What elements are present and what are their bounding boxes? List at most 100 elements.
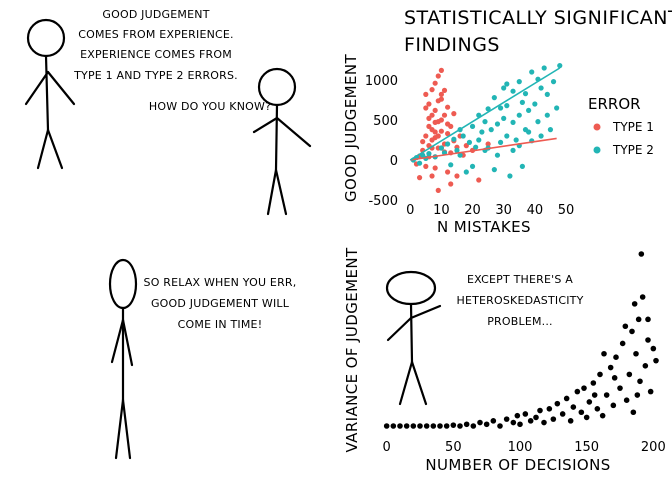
chart1-xtick: 50 bbox=[558, 203, 575, 218]
legend-item-type1: TYPE 1 bbox=[593, 120, 654, 134]
chart1-point-type1 bbox=[429, 173, 435, 179]
legend-label-type1: TYPE 1 bbox=[612, 120, 654, 134]
panel-1 bbox=[24, 18, 312, 216]
panel-2-chart: STATISTICALLY SIGNIFICANT FINDINGS 0 10 20… bbox=[342, 7, 672, 236]
chart1-point-type1 bbox=[429, 127, 435, 133]
chart2-point bbox=[647, 388, 654, 395]
chart1-point-type2 bbox=[507, 173, 513, 179]
heteroskedasticity-line-2: HETEROSKEDASTICITY bbox=[456, 294, 583, 307]
chart1-point-type2 bbox=[544, 91, 550, 97]
chart1-point-type2 bbox=[554, 105, 560, 111]
chart1-fit-line-type2 bbox=[409, 67, 561, 161]
chart1-point-type2 bbox=[494, 121, 501, 127]
chart2-point bbox=[610, 402, 617, 409]
chart1-point-type1 bbox=[445, 131, 451, 137]
chart2-point bbox=[591, 392, 598, 398]
chart2-xtick: 0 bbox=[383, 440, 391, 455]
chart2-point bbox=[635, 316, 642, 323]
chart1-point-type2 bbox=[513, 137, 519, 143]
chart1-point-type1 bbox=[438, 128, 444, 134]
chart1-xtick: 0 bbox=[406, 203, 414, 218]
chart1-point-type2 bbox=[504, 103, 510, 109]
chart1-point-type1 bbox=[429, 112, 435, 118]
chart2-point bbox=[601, 350, 607, 357]
chart2-point bbox=[457, 423, 463, 429]
chart2-point bbox=[397, 423, 403, 429]
chart2-point bbox=[514, 412, 521, 419]
chart1-point-type2 bbox=[522, 91, 529, 97]
chart2-point bbox=[533, 414, 539, 421]
chart1-point-type2 bbox=[529, 69, 535, 75]
chart2-point bbox=[470, 423, 477, 429]
chart1-point-type2 bbox=[473, 144, 479, 150]
chart1-point-type2 bbox=[501, 85, 507, 91]
chart1-ytick: 500 bbox=[373, 114, 398, 129]
chart2-point bbox=[586, 399, 593, 405]
chart2-point bbox=[637, 378, 643, 385]
chart2-point bbox=[567, 418, 574, 424]
chart2-point bbox=[537, 407, 543, 414]
chart1-point-type1 bbox=[416, 175, 423, 181]
chart1-point-type2 bbox=[510, 119, 516, 125]
speaker-line-3: EXPERIENCE COMES FROM bbox=[80, 48, 232, 61]
chart1-point-type1 bbox=[451, 111, 457, 117]
chart1-point-type2 bbox=[476, 137, 482, 143]
panel-3 bbox=[108, 258, 138, 460]
chart2-xtick: 50 bbox=[445, 440, 462, 455]
chart2-point bbox=[430, 423, 437, 429]
chart2-point bbox=[450, 422, 457, 428]
stick-figure-analyst bbox=[385, 270, 442, 406]
chart1-point-type2 bbox=[510, 147, 516, 153]
chart1-point-type2 bbox=[504, 81, 510, 87]
chart2-point bbox=[650, 345, 657, 352]
chart2-point bbox=[554, 400, 561, 407]
chart1-point-type1 bbox=[476, 177, 482, 183]
chart1-point-type1 bbox=[435, 73, 441, 79]
chart2-point bbox=[527, 418, 534, 424]
relax-line-3: COME IN TIME! bbox=[178, 318, 263, 331]
chart1-point-type1 bbox=[463, 143, 469, 149]
chart2-point bbox=[639, 294, 646, 300]
chart2-point bbox=[583, 414, 590, 421]
chart1-point-type2 bbox=[469, 123, 476, 129]
chart2-point bbox=[611, 375, 618, 381]
chart2-point bbox=[559, 411, 566, 417]
chart2-point bbox=[613, 354, 619, 361]
chart1-point-type2 bbox=[519, 99, 525, 105]
speaker-line-1: GOOD JUDGEMENT bbox=[102, 8, 209, 21]
chart2-point bbox=[607, 364, 614, 371]
chart2-point bbox=[517, 421, 523, 428]
chart1-point-type2 bbox=[438, 145, 444, 151]
chart1-point-type1 bbox=[432, 165, 438, 171]
chart2-point bbox=[630, 409, 637, 416]
chart1-point-type2 bbox=[479, 129, 485, 135]
chart1-point-type1 bbox=[485, 141, 491, 147]
chart1-point-type2 bbox=[491, 167, 497, 173]
chart1-point-type2 bbox=[457, 152, 463, 158]
chart1-point-type2 bbox=[544, 112, 550, 118]
chart2-point bbox=[574, 388, 581, 395]
chart2-point bbox=[622, 323, 629, 330]
chart2-point bbox=[603, 392, 610, 398]
chart1-point-type2 bbox=[454, 147, 460, 153]
chart2-point bbox=[443, 423, 450, 429]
chart1-fit-line-type1 bbox=[410, 137, 557, 161]
chart1-point-type2 bbox=[451, 136, 457, 142]
chart2-point bbox=[417, 423, 423, 429]
chart1-point-type1 bbox=[432, 80, 438, 86]
chart1-point-type1 bbox=[441, 87, 448, 93]
chart2-point bbox=[541, 419, 547, 426]
chart1-xtick: 10 bbox=[433, 203, 450, 218]
chart2-point bbox=[383, 423, 390, 429]
chart1-point-type2 bbox=[491, 95, 497, 101]
chart1-point-type2 bbox=[510, 88, 516, 94]
chart1-point-type1 bbox=[435, 187, 441, 193]
chart2-point bbox=[390, 423, 397, 429]
chart1-point-type1 bbox=[441, 112, 448, 118]
chart1-point-type2 bbox=[488, 127, 494, 133]
chart1-point-type2 bbox=[526, 129, 532, 135]
chart2-point bbox=[563, 395, 570, 402]
chart2-point bbox=[599, 412, 606, 419]
legend-swatch-type1 bbox=[593, 123, 601, 131]
